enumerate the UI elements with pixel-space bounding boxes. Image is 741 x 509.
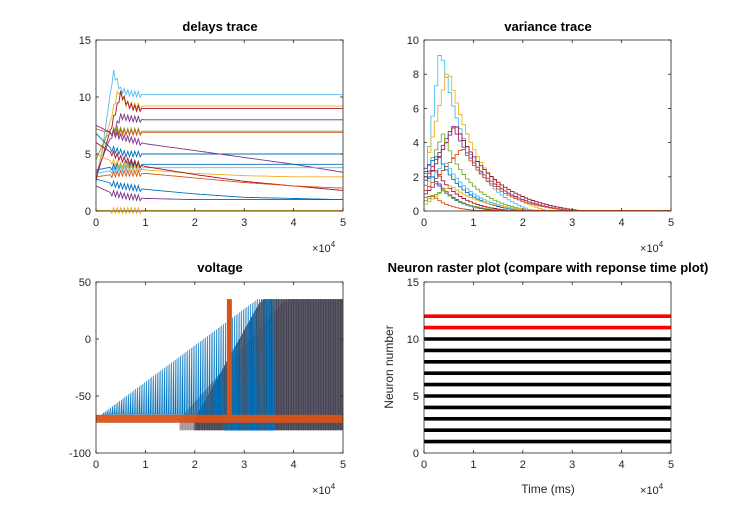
- x-tick-label: 3: [241, 459, 247, 471]
- raster-plot-x-label: Time (ms): [521, 482, 575, 496]
- y-tick-label: 15: [79, 35, 91, 47]
- raster-plot-area: [424, 314, 671, 444]
- x-tick-label: 1: [142, 459, 148, 471]
- x-tick-label: 4: [619, 459, 625, 471]
- voltage-plot-area: [96, 299, 343, 431]
- y-tick-label: 8: [413, 69, 419, 81]
- y-tick-label: 4: [413, 138, 419, 150]
- delay-series-line: [95, 178, 343, 201]
- y-tick-label: -100: [69, 448, 91, 460]
- x-tick-label: 3: [569, 217, 575, 229]
- y-tick-label: 0: [85, 206, 91, 218]
- delay-series-line: [95, 112, 343, 175]
- voltage-title: voltage: [197, 260, 243, 275]
- y-tick-label: 5: [85, 149, 91, 161]
- delays-trace-ticks: 0 1 2 3 4 5 0 5 10 15: [79, 35, 346, 229]
- x-tick-label: 5: [340, 459, 346, 471]
- y-tick-label: 6: [413, 103, 419, 115]
- raster-plot-x-exponent: ×104: [640, 482, 664, 497]
- variance-trace-plot-area: [424, 55, 670, 211]
- axes-box: [95, 39, 344, 212]
- x-tick-label: 4: [291, 459, 297, 471]
- x-tick-label: 4: [291, 217, 297, 229]
- x-tick-label: 3: [241, 217, 247, 229]
- x-tick-label: 2: [192, 217, 198, 229]
- x-tick-label: 3: [569, 459, 575, 471]
- raster-plot-ticks: 0 1 2 3 4 5 0 5 10 15: [407, 277, 674, 471]
- axes-box: [95, 281, 344, 454]
- x-tick-label: 5: [668, 459, 674, 471]
- voltage-ticks: 0 1 2 3 4 5 -100 -50 0 50: [69, 277, 346, 471]
- voltage-panel: voltage 0 1 2 3 4 5 -100 -50 0 50 ×104: [69, 260, 346, 497]
- y-tick-label: 0: [413, 448, 419, 460]
- delays-trace-title: delays trace: [182, 19, 257, 34]
- delay-series-line: [95, 89, 343, 177]
- x-tick-label: 0: [93, 459, 99, 471]
- y-tick-label: 10: [407, 35, 419, 47]
- delay-series-line: [95, 185, 343, 202]
- axes-box: [423, 281, 672, 454]
- y-tick-label: 10: [407, 334, 419, 346]
- x-tick-label: 1: [470, 459, 476, 471]
- x-tick-label: 2: [520, 217, 526, 229]
- x-tick-label: 0: [93, 217, 99, 229]
- raster-plot-y-label: Neuron number: [382, 325, 396, 408]
- variance-series-line: [424, 195, 670, 211]
- variance-trace-x-exponent: ×104: [640, 240, 664, 255]
- delays-trace-panel: delays trace 0 1 2 3 4 5 0 5 10 15 ×104: [79, 19, 346, 255]
- y-tick-label: 10: [79, 92, 91, 104]
- delay-series-line: [95, 168, 344, 189]
- y-tick-label: -50: [75, 391, 91, 403]
- y-tick-label: 0: [85, 334, 91, 346]
- voltage-x-exponent: ×104: [312, 482, 336, 497]
- x-tick-label: 5: [340, 217, 346, 229]
- delay-series-line: [95, 69, 343, 183]
- x-tick-label: 1: [142, 217, 148, 229]
- x-tick-label: 4: [619, 217, 625, 229]
- delays-trace-plot-area: [95, 69, 344, 215]
- voltage-rest-band: [96, 414, 343, 423]
- delay-series-line: [95, 90, 343, 180]
- y-tick-label: 50: [79, 277, 91, 289]
- raster-plot-panel: Neuron raster plot (compare with reponse…: [382, 260, 708, 497]
- x-tick-label: 2: [192, 459, 198, 471]
- delays-trace-x-exponent: ×104: [312, 240, 336, 255]
- voltage-orange-spike: [226, 299, 232, 419]
- variance-trace-panel: variance trace 0 1 2 3 4 5 0 2 4 6 8 10 ×104: [407, 19, 674, 255]
- x-tick-label: 2: [520, 459, 526, 471]
- y-tick-label: 0: [413, 206, 419, 218]
- y-tick-label: 2: [413, 172, 419, 184]
- x-tick-label: 0: [421, 217, 427, 229]
- x-tick-label: 1: [470, 217, 476, 229]
- raster-plot-title: Neuron raster plot (compare with reponse…: [388, 260, 709, 275]
- variance-trace-title: variance trace: [504, 19, 591, 34]
- y-tick-label: 15: [407, 277, 419, 289]
- voltage-traces: [96, 299, 343, 431]
- y-tick-label: 5: [413, 391, 419, 403]
- variance-trace-ticks: 0 1 2 3 4 5 0 2 4 6 8 10: [407, 35, 674, 229]
- x-tick-label: 5: [668, 217, 674, 229]
- delay-series-line: [95, 127, 343, 137]
- delay-series-line: [95, 125, 344, 173]
- delay-series-line: [95, 153, 343, 178]
- x-tick-label: 0: [421, 459, 427, 471]
- axes-box: [423, 39, 672, 212]
- voltage-spike-train: [96, 299, 275, 431]
